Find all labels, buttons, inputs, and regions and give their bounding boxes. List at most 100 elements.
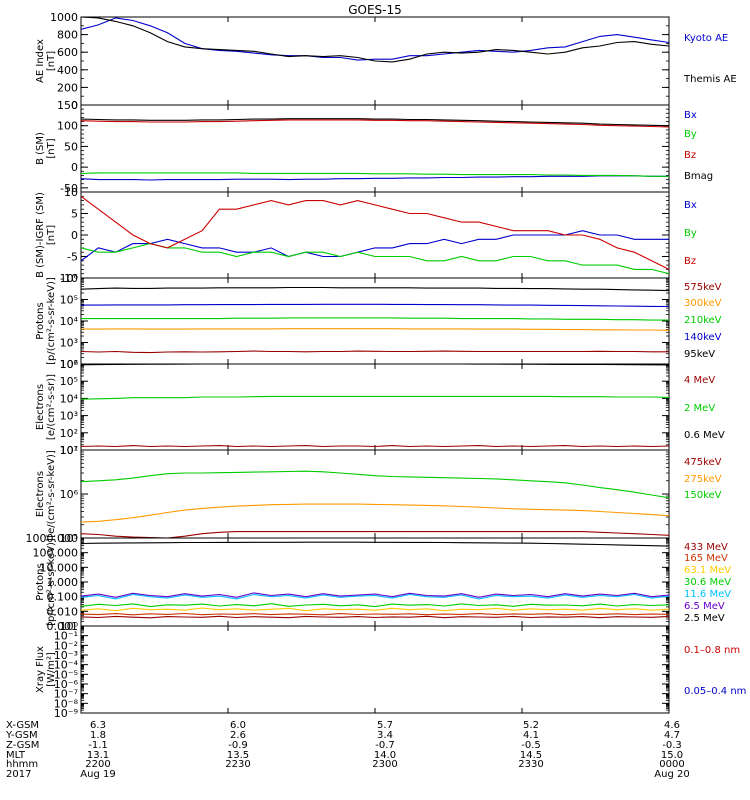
y-tick-label: 10⁻⁴ (54, 659, 79, 672)
panel-ae: 0 200 400 600 800 1000 AE Index [nT] Kyoto AE The… (35, 11, 737, 112)
y-axis-label: B (SM)-IGRF (SM) (35, 192, 46, 278)
x-axis-table: X-GSM 6.3 6.0 5.7 5.2 4.6 Y-GSM 1.8 2.6 3.4 4.1 4.7… (5, 720, 690, 780)
series-line-electrons1-0 (81, 445, 669, 448)
legend-entry: Themis AE (683, 74, 737, 85)
legend-entry: 433 MeV (684, 542, 728, 553)
y-tick-label: -50 (60, 182, 78, 195)
y-axis-label: Electrons (35, 384, 46, 430)
y-tick-label: 0 (71, 99, 78, 112)
x-row-value: 13.1 (87, 750, 109, 761)
y-tick-label: 10⁴ (60, 315, 79, 328)
y-tick-label: 10³ (60, 410, 78, 423)
x-row-label: Y-GSM (5, 730, 38, 741)
series-line-ae-1 (81, 17, 669, 63)
y-axis-label: AE Index (35, 39, 46, 83)
legend-entry: 30.6 MeV (684, 577, 731, 588)
y-tick-label: 100.000 (33, 547, 79, 560)
y-tick-label: 10⁰ (60, 620, 79, 633)
x-row-value: 2300 (372, 759, 397, 770)
y-tick-label: 1000 (50, 11, 78, 24)
y-axis-label: [p/(cm²-s-sr-keV)] (46, 538, 57, 626)
y-tick-label: 1000.000 (26, 532, 79, 545)
y-tick-label: 200 (57, 81, 78, 94)
legend-entry: 475keV (684, 457, 722, 468)
y-tick-label: 0 (71, 161, 78, 174)
y-tick-label: 1.000 (47, 576, 79, 589)
x-row-value: -0.3 (662, 740, 682, 751)
legend-entry: 6.5 MeV (684, 601, 725, 612)
plot-title: GOES-15 (348, 3, 402, 17)
legend-entry: 2.5 MeV (684, 613, 725, 624)
y-tick-label: 10⁻⁶ (54, 678, 79, 691)
x-row-value: 14.5 (520, 750, 542, 761)
x-row-label: MLT (6, 750, 26, 761)
y-tick-label: 10⁻¹ (54, 630, 78, 643)
series-line-bigrf-1 (81, 243, 669, 275)
x-row-value: 2200 (85, 759, 110, 770)
y-tick-label: -10 (60, 272, 78, 285)
series-line-electrons2-2 (81, 470, 669, 499)
legend-entry: Bx (684, 110, 697, 121)
series-line-bsm-3 (81, 118, 669, 127)
legend-entry: By (684, 228, 697, 239)
y-tick-label: 400 (57, 64, 78, 77)
y-tick-label: 10² (60, 358, 78, 371)
legend-entry: 165 MeV (684, 553, 728, 564)
x-row-label: X-GSM (6, 720, 39, 731)
series-line-protons2-0 (81, 615, 669, 619)
x-row-label: hhmm (6, 759, 38, 770)
x-row-label: 2017 (6, 769, 31, 780)
legend-entry: 575keV (684, 282, 722, 293)
y-tick-label: 10⁶ (60, 358, 79, 371)
y-axis-label: [e/(cm²-s-sr-keV)] (46, 450, 57, 538)
x-row-value: Aug 19 (80, 769, 115, 780)
y-tick-label: 0 (71, 229, 78, 242)
y-tick-label: 10³ (60, 337, 78, 350)
legend-entry: By (684, 129, 697, 140)
y-tick-label: 0.001 (47, 620, 79, 633)
y-tick-label: 10⁻² (54, 639, 78, 652)
series-line-protons2-2 (81, 607, 669, 612)
legend-entry: 63.1 MeV (684, 565, 731, 576)
x-row-value: 2.6 (230, 730, 246, 741)
legend-entry: Bx (684, 200, 697, 211)
y-tick-label: 10⁶ (60, 272, 79, 285)
x-row-value: 5.2 (523, 720, 539, 731)
legend-entry: 300keV (684, 298, 722, 309)
y-axis-label: [W/m²] (46, 652, 57, 687)
y-axis-label: [nT] (46, 51, 57, 71)
y-axis-label: [nT] (46, 138, 57, 158)
y-axis-label: Xray Flux (35, 646, 46, 693)
x-row-value: 15.0 (661, 750, 683, 761)
x-row-value: 2330 (518, 759, 543, 770)
y-tick-label: 0.010 (47, 605, 79, 618)
series-line-bsm-2 (81, 119, 669, 128)
y-axis-label: B (SM) (35, 132, 46, 165)
legend-entry: Bz (684, 256, 696, 267)
panel-frame (80, 363, 670, 451)
y-tick-label: 10¹ (60, 444, 78, 457)
x-row-value: 4.6 (664, 720, 680, 731)
x-row-value: 3.4 (377, 730, 393, 741)
x-row-value: 4.1 (523, 730, 539, 741)
x-row-value: 14.0 (374, 750, 396, 761)
x-row-value: 4.7 (664, 730, 680, 741)
y-tick-label: -5 (67, 251, 78, 264)
legend-entry: 2 MeV (684, 403, 715, 414)
y-tick-label: 10⁻³ (54, 649, 78, 662)
y-tick-label: 10² (60, 427, 78, 440)
y-tick-label: 10⁴ (60, 392, 79, 405)
panel-frame (80, 449, 670, 539)
legend-entry: 150keV (684, 490, 722, 501)
x-row-value: -0.7 (375, 740, 395, 751)
y-tick-label: 10.000 (40, 561, 79, 574)
series-line-bsm-1 (81, 172, 669, 177)
y-tick-label: 10⁶ (60, 488, 79, 501)
y-tick-label: 5 (71, 208, 78, 221)
legend-entry: 11.6 MeV (684, 589, 731, 600)
y-axis-label: Electrons (35, 471, 46, 517)
series-line-protons2-1 (81, 612, 669, 616)
legend-entry: 275keV (684, 474, 722, 485)
series-line-protons-3 (81, 303, 669, 308)
